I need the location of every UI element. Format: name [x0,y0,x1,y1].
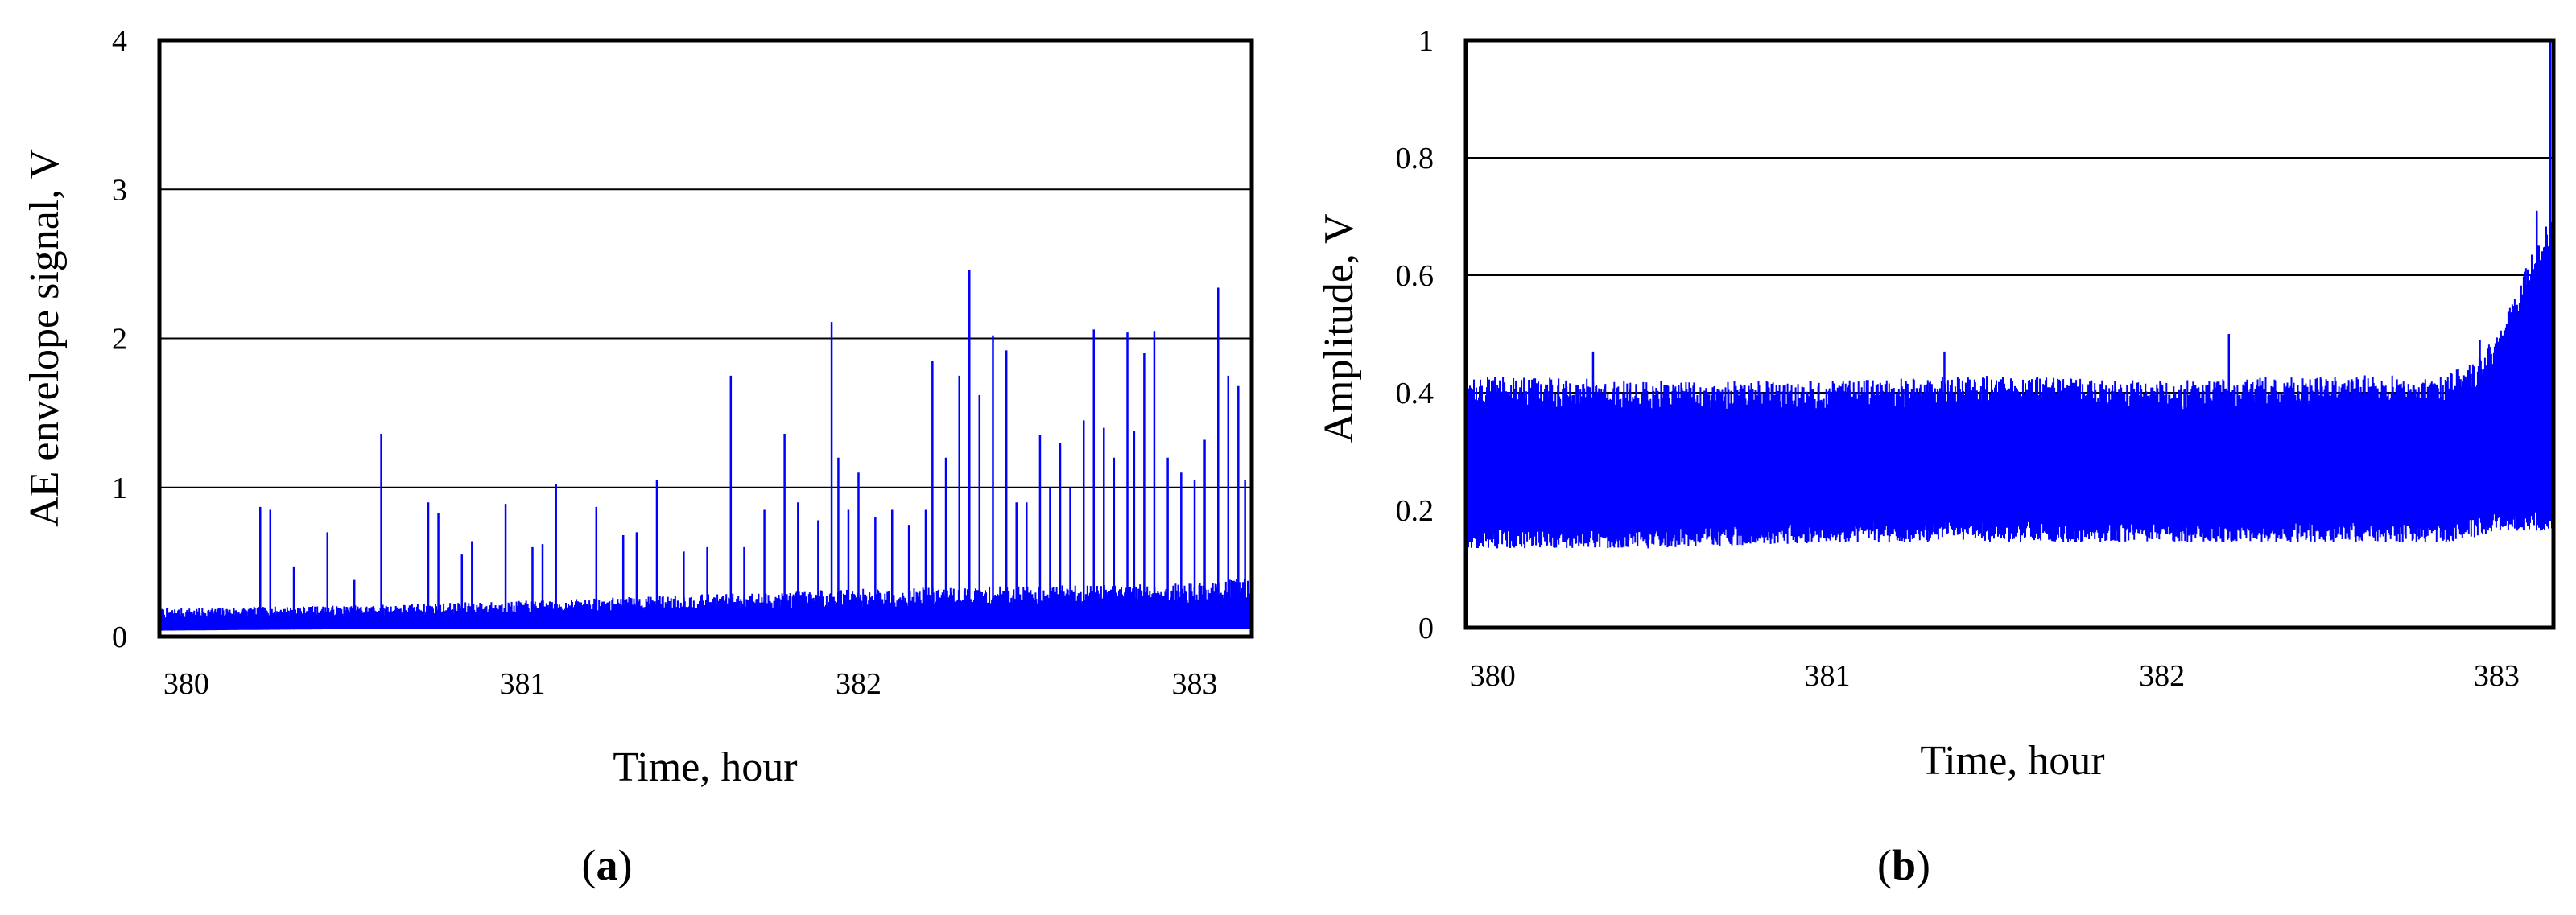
x-tick-label: 383 [1172,667,1218,701]
x-tick-label: 381 [499,667,545,701]
panel-label-a: (a) [582,841,633,889]
x-axis-title-a: Time, hour [613,744,797,790]
series-b-band [1465,222,2554,549]
y-tick-label: 0 [1418,612,1434,645]
series-b [1465,40,2554,549]
y-tick-label: 4 [112,24,127,58]
plot-frame-a [157,38,1254,639]
y-tick-labels-b: 0 0.2 0.4 0.6 0.8 1 [1396,24,1435,645]
y-axis-title-a: AE envelope signal, V [22,149,68,527]
x-tick-labels-b: 380 381 382 383 [1470,659,2520,693]
y-tick-label: 3 [112,173,127,207]
y-tick-label: 0.4 [1396,377,1435,410]
panel-label-a-letter: a [597,841,618,889]
chart-panel-b: 0 0.2 0.4 0.6 0.8 1 380 381 382 383 Amplitude, V… [1316,24,2556,889]
panel-label-b: (b) [1877,841,1930,889]
y-tick-label: 0.6 [1396,259,1435,293]
y-tick-label: 1 [112,472,127,505]
chart-panel-a: 0 1 2 3 4 380 381 382 383 AE envelope signal, V… [22,24,1254,889]
x-tick-label: 380 [1470,659,1516,693]
y-tick-label: 2 [112,323,127,357]
x-tick-label: 382 [2139,659,2185,693]
x-tick-labels-a: 380 381 382 383 [163,667,1218,701]
y-tick-label: 1 [1418,24,1434,58]
plot-frame-b [1463,38,2556,630]
series-a [159,270,1253,631]
x-tick-label: 381 [1804,659,1850,693]
series-a-envelope [159,579,1253,631]
gridlines-a [159,188,1252,488]
x-tick-label: 383 [2474,659,2520,693]
x-tick-label: 382 [836,667,881,701]
y-tick-label: 0.8 [1396,142,1435,175]
x-axis-title-b: Time, hour [1920,738,2104,784]
y-tick-labels-a: 0 1 2 3 4 [112,24,127,654]
y-axis-title-b: Amplitude, V [1316,213,1362,443]
panel-label-b-letter: b [1892,841,1916,889]
y-tick-label: 0.2 [1396,494,1435,528]
x-tick-label: 380 [163,667,209,701]
y-tick-label: 0 [112,620,127,654]
